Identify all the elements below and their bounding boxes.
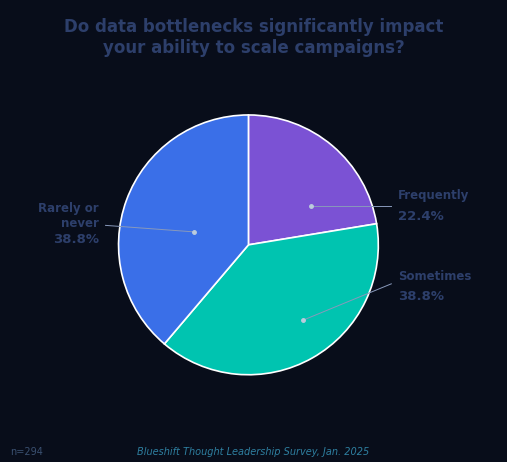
Text: Blueshift Thought Leadership Survey, Jan. 2025: Blueshift Thought Leadership Survey, Jan… xyxy=(137,447,370,457)
Text: 22.4%: 22.4% xyxy=(398,210,444,223)
Wedge shape xyxy=(119,115,248,344)
Wedge shape xyxy=(248,115,377,245)
Text: Rarely or
never: Rarely or never xyxy=(39,202,99,230)
Text: 38.8%: 38.8% xyxy=(53,233,99,246)
Text: 38.8%: 38.8% xyxy=(398,290,444,304)
Text: n=294: n=294 xyxy=(10,447,43,457)
Text: Frequently: Frequently xyxy=(398,189,469,202)
Text: Do data bottlenecks significantly impact
your ability to scale campaigns?: Do data bottlenecks significantly impact… xyxy=(64,18,443,57)
Wedge shape xyxy=(164,224,378,375)
Text: Sometimes: Sometimes xyxy=(398,269,471,283)
